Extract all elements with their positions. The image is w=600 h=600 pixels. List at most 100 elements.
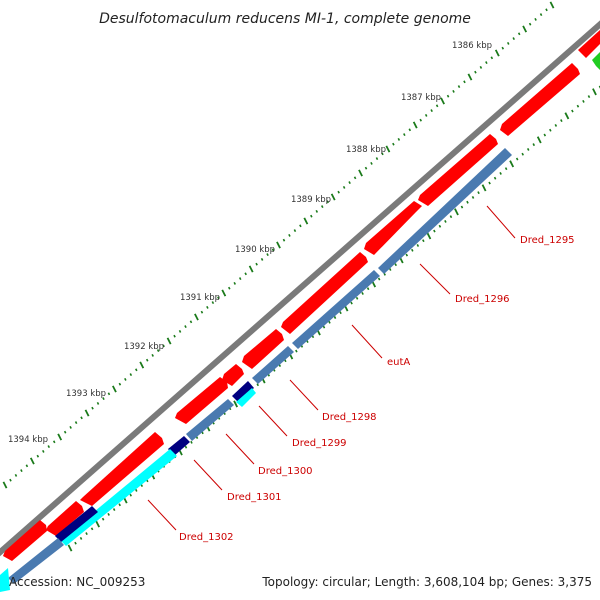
scale-tick [457, 85, 461, 89]
scale-tick [353, 176, 357, 180]
scale-tick [178, 329, 182, 333]
gene-label[interactable]: eutA [387, 357, 410, 368]
scale-tick [449, 215, 453, 219]
scale-tick [102, 397, 105, 401]
scale-tick [162, 344, 165, 348]
scale-tick [233, 281, 236, 285]
scale-tick [560, 119, 563, 123]
scale-tick [69, 425, 72, 429]
scale-tick [366, 287, 370, 291]
cds-reverse-eutA[interactable] [292, 270, 380, 349]
scale-tick [419, 118, 422, 122]
scale-tick [9, 478, 12, 482]
scale-tick [471, 196, 475, 199]
kbp-label-layer: 1386 kbp 1387 kbp 1388 kbp 1389 kbp 1390 kbp… [8, 41, 492, 445]
gene-label[interactable]: Dred_1300 [258, 466, 313, 477]
cds-navy-dred-1301[interactable] [168, 436, 190, 456]
scale-tick [74, 421, 78, 425]
genome-summary-label: Topology: circular; Length: 3,608,104 bp… [261, 575, 592, 589]
scale-tick [444, 220, 447, 223]
cds-forward-7[interactable] [80, 432, 164, 506]
scale-tick [488, 181, 491, 185]
gene-label[interactable]: Dred_1301 [227, 492, 282, 503]
cds-forward-6[interactable] [175, 377, 228, 424]
scale-tick [303, 217, 309, 225]
gene-label[interactable]: Dred_1299 [292, 438, 347, 449]
cds-reverse-dred-1298[interactable] [252, 346, 294, 384]
cds-cyan-dred-1299[interactable] [236, 388, 256, 407]
cds-cyan-bottom[interactable] [0, 568, 10, 592]
scale-tick [299, 224, 302, 228]
cds-reverse-lower[interactable] [8, 538, 64, 584]
scale-tick [377, 277, 381, 281]
scale-tick [295, 349, 298, 353]
scale-tick [430, 109, 433, 113]
scale-tick [339, 311, 342, 315]
scale-tick [310, 214, 313, 218]
scale-tick [549, 1, 555, 9]
cds-forward-5[interactable] [222, 364, 244, 386]
scale-tick [460, 205, 464, 209]
kbp-label: 1386 kbp [452, 41, 492, 51]
scale-tick [63, 430, 67, 434]
cds-forward-3[interactable] [281, 252, 368, 334]
scale-tick [2, 481, 8, 489]
scale-tick [67, 544, 73, 552]
scale-tick [397, 137, 401, 141]
gene-leader-line [289, 379, 319, 411]
scale-tick [405, 253, 409, 257]
scale-tick [139, 361, 145, 369]
scale-tick [411, 248, 414, 252]
cds-navy-small[interactable] [55, 506, 98, 542]
scale-tick [532, 143, 536, 147]
scale-tick [549, 128, 552, 132]
scale-tick [528, 22, 532, 26]
scale-tick [52, 440, 56, 444]
scale-tick [107, 392, 111, 396]
backbone-line [0, 20, 600, 557]
scale-tick [266, 253, 269, 257]
scale-tick [370, 161, 373, 165]
gene-label[interactable]: Dred_1302 [179, 532, 234, 543]
scale-tick [96, 401, 100, 405]
cds-partial-top[interactable] [578, 30, 600, 58]
cds-forward-8[interactable] [46, 501, 84, 536]
scale-tick [403, 133, 406, 137]
scale-tick [385, 145, 391, 153]
cds-reverse-dred-1300[interactable] [186, 399, 234, 441]
scale-tick [493, 176, 497, 180]
scale-tick [129, 373, 133, 377]
scale-tick [571, 109, 574, 113]
scale-tick [474, 70, 477, 74]
kbp-label: 1391 kbp [180, 293, 220, 303]
scale-tick [90, 527, 94, 531]
scale-tick [101, 517, 105, 521]
gene-leader-line [486, 205, 516, 239]
scale-tick [522, 25, 528, 33]
scale-tick [124, 377, 127, 381]
gene-label[interactable]: Dred_1298 [322, 412, 377, 423]
cds-forward-2[interactable] [364, 201, 422, 255]
scale-tick [582, 99, 585, 103]
scale-tick [79, 536, 83, 540]
cds-green-feature[interactable] [592, 52, 600, 70]
cds-forward-1[interactable] [418, 134, 498, 206]
cds-cyan-dred-1302[interactable] [60, 449, 177, 546]
scale-tick [509, 160, 515, 168]
cds-forward-dred-1295[interactable] [500, 63, 580, 136]
gene-leader-line [147, 499, 177, 531]
scale-tick [189, 320, 193, 324]
cds-reverse-1[interactable] [378, 148, 512, 274]
cds-forward-4[interactable] [242, 329, 284, 369]
scale-tick [543, 133, 547, 137]
outer-tick-ring [2, 1, 555, 489]
cds-forward-9[interactable] [3, 520, 47, 561]
kbp-label: 1392 kbp [124, 342, 164, 352]
cds-navy-dred-1299[interactable] [232, 381, 254, 402]
gene-label[interactable]: Dred_1296 [455, 294, 510, 305]
kbp-label: 1388 kbp [346, 145, 386, 155]
gene-label[interactable]: Dred_1295 [520, 235, 575, 246]
scale-tick [190, 440, 193, 444]
scale-tick [271, 248, 275, 252]
scale-tick [118, 503, 121, 507]
